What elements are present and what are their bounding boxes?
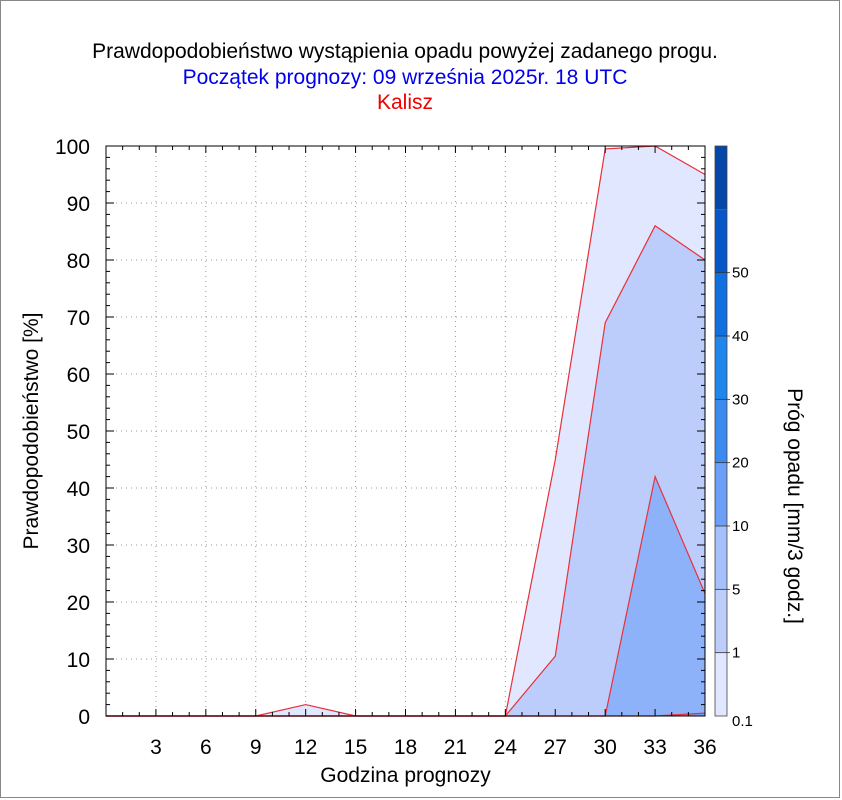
colorbar-segment bbox=[715, 209, 727, 273]
y-tick-label: 40 bbox=[67, 478, 90, 501]
colorbar-title: Próg opadu [mm/3 godz.] bbox=[783, 388, 806, 624]
y-tick-label: 20 bbox=[67, 592, 90, 615]
x-tick-label: 15 bbox=[344, 736, 367, 759]
area-threshold-5 bbox=[106, 476, 705, 716]
y-axis-title: Prawdopodobieństwo [%] bbox=[20, 313, 43, 550]
forecast-start: Początek prognozy: 09 września 2025r. 18… bbox=[182, 66, 628, 89]
x-tick-label: 24 bbox=[494, 736, 518, 759]
area-threshold-0.1 bbox=[106, 146, 705, 716]
colorbar-segment bbox=[715, 462, 727, 526]
colorbar-segment bbox=[715, 589, 727, 653]
colorbar-segment bbox=[715, 272, 727, 336]
chart-title: Prawdopodobieństwo wystąpienia opadu pow… bbox=[92, 40, 718, 63]
colorbar-label: 0.1 bbox=[732, 713, 753, 730]
y-tick-label: 10 bbox=[67, 649, 90, 672]
x-tick-label: 33 bbox=[643, 736, 666, 759]
colorbar-segment bbox=[715, 336, 727, 400]
colorbar-segment bbox=[715, 526, 727, 590]
y-tick-label: 90 bbox=[67, 193, 90, 216]
colorbar-label: 50 bbox=[732, 265, 749, 282]
x-tick-label: 3 bbox=[150, 736, 162, 759]
y-tick-label: 50 bbox=[67, 421, 90, 444]
x-tick-label: 9 bbox=[250, 736, 262, 759]
colorbar-label: 1 bbox=[732, 645, 740, 662]
colorbar-segment bbox=[715, 399, 727, 463]
colorbar-border bbox=[714, 145, 728, 717]
x-tick-label: 12 bbox=[294, 736, 317, 759]
x-tick-label: 21 bbox=[444, 736, 467, 759]
y-tick-label: 60 bbox=[67, 364, 90, 387]
colorbar-segment bbox=[715, 652, 727, 716]
x-tick-label: 18 bbox=[394, 736, 417, 759]
axes: 3 6 9 12 15 18 21 24 27 30 33 360102030405060708090… bbox=[55, 136, 717, 759]
colorbar-label: 40 bbox=[732, 328, 749, 345]
x-tick-label: 36 bbox=[693, 736, 716, 759]
colorbar-label: 5 bbox=[732, 581, 740, 598]
y-tick-label: 30 bbox=[67, 535, 90, 558]
location-name: Kalisz bbox=[376, 91, 434, 114]
x-tick-label: 30 bbox=[593, 736, 616, 759]
y-tick-label: 0 bbox=[78, 706, 90, 729]
x-tick-label: 6 bbox=[200, 736, 212, 759]
colorbar-label: 10 bbox=[732, 518, 749, 535]
y-tick-label: 100 bbox=[55, 136, 90, 159]
colorbar-label: 30 bbox=[732, 391, 749, 408]
y-tick-label: 70 bbox=[67, 307, 90, 330]
x-axis-title: Godzina prognozy bbox=[320, 764, 491, 787]
y-tick-label: 80 bbox=[67, 250, 90, 273]
threshold-colorbar: 0.1 1 5 10 20 30 40 50 bbox=[714, 145, 753, 730]
x-tick-label: 27 bbox=[544, 736, 567, 759]
colorbar-segment bbox=[715, 146, 727, 210]
colorbar-label: 20 bbox=[732, 455, 749, 472]
